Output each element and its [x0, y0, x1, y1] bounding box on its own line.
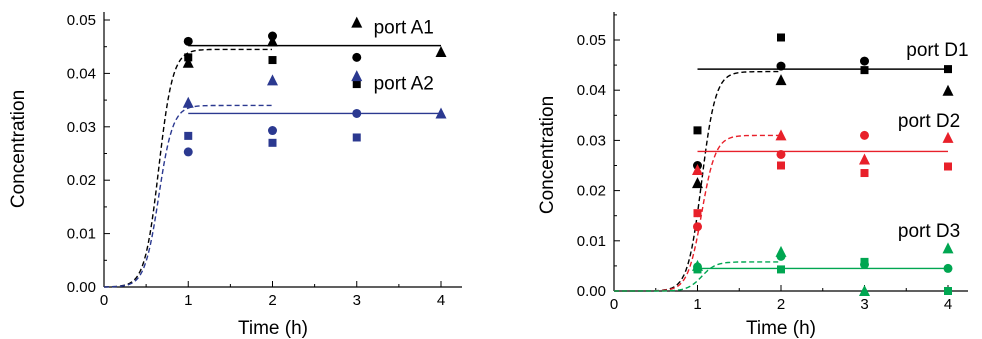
data-point-triangle	[435, 107, 447, 119]
data-point-triangle	[351, 16, 363, 28]
data-point-triangle	[942, 84, 954, 96]
data-point-triangle	[267, 74, 278, 86]
data-point-triangle	[182, 96, 194, 108]
y-tick-label: 0.05	[67, 12, 96, 29]
model-curve	[104, 104, 272, 288]
chart-panel-left: 0 1 2 3 4 0.00 0.01 0.02 0.03 0.04 0.05 Time (h) Con…	[8, 12, 462, 339]
data-point-circle	[352, 52, 362, 62]
data-point-square	[860, 169, 869, 178]
data-point-square	[777, 33, 785, 42]
x-axis-title: Time (h)	[746, 318, 816, 339]
data-point-square	[693, 126, 702, 135]
x-tick-label: 0	[610, 296, 618, 313]
data-point-square	[693, 209, 702, 218]
data-point-circle	[352, 108, 362, 118]
data-point-triangle	[775, 129, 787, 141]
data-point-circle	[776, 149, 786, 159]
data-point-triangle	[775, 74, 787, 86]
data-point-square	[184, 131, 193, 140]
chart-panel-right: 0 1 2 3 4 0.00 0.01 0.02 0.03 0.04 0.05 Time (h) Con…	[537, 12, 969, 339]
model-curve	[614, 261, 780, 292]
data-point-square	[777, 265, 785, 274]
data-point-square	[944, 65, 952, 74]
series-annotation: port A2	[374, 73, 434, 94]
y-tick-label: 0.04	[67, 65, 96, 82]
data-point-triangle	[182, 56, 194, 68]
x-tick-label: 2	[777, 296, 785, 313]
x-tick-label: 4	[437, 292, 445, 309]
data-point-triangle	[859, 153, 870, 165]
x-tick-label: 0	[100, 292, 108, 309]
data-point-triangle	[351, 70, 363, 82]
data-point-triangle	[859, 285, 870, 296]
data-point-circle	[183, 36, 193, 46]
data-point-triangle	[435, 46, 447, 58]
x-tick-label: 3	[353, 292, 361, 309]
data-point-triangle	[692, 177, 703, 189]
data-point-circle	[268, 126, 277, 136]
data-point-circle	[860, 130, 869, 140]
x-tick-label: 1	[184, 292, 192, 309]
data-point-square	[268, 138, 277, 147]
y-tick-label: 0.00	[577, 283, 606, 300]
data-point-triangle	[942, 242, 954, 254]
data-point-triangle	[942, 131, 954, 143]
data-point-triangle	[775, 245, 787, 257]
y-tick-label: 0.04	[577, 82, 606, 99]
y-tick-label: 0.02	[577, 183, 606, 200]
y-axis-title: Concentration	[8, 90, 29, 208]
x-tick-label: 2	[268, 292, 276, 309]
y-tick-label: 0.03	[577, 132, 606, 149]
data-point-circle	[943, 263, 953, 273]
data-point-square	[944, 162, 952, 171]
model-curve	[104, 48, 272, 288]
data-point-circle	[860, 56, 869, 66]
series-annotation: port D1	[906, 40, 968, 61]
x-tick-label: 1	[693, 296, 701, 313]
y-tick-label: 0.02	[67, 172, 96, 189]
y-tick-label: 0.00	[67, 279, 96, 296]
data-point-circle	[693, 222, 702, 232]
series-annotation: port D2	[898, 111, 960, 132]
y-axis-title: Concentration	[537, 96, 558, 214]
data-point-square	[860, 257, 869, 266]
data-point-circle	[183, 147, 193, 157]
x-tick-label: 4	[944, 296, 952, 313]
series-annotation: port A1	[374, 17, 434, 38]
x-tick-label: 3	[860, 296, 868, 313]
y-tick-label: 0.01	[67, 226, 96, 243]
x-axis-title: Time (h)	[238, 318, 308, 339]
y-tick-label: 0.01	[577, 233, 606, 250]
y-tick-label: 0.03	[67, 119, 96, 136]
data-point-circle	[776, 61, 786, 71]
data-point-triangle	[692, 164, 703, 176]
data-point-triangle	[692, 259, 703, 271]
data-point-square	[777, 161, 785, 170]
data-point-square	[352, 80, 361, 89]
y-tick-label: 0.05	[577, 32, 606, 49]
data-point-square	[268, 56, 277, 65]
series-annotation: port D3	[898, 221, 960, 242]
data-point-square	[944, 287, 952, 295]
data-point-square	[860, 66, 869, 75]
data-point-square	[352, 133, 361, 142]
data-point-triangle	[267, 35, 278, 47]
